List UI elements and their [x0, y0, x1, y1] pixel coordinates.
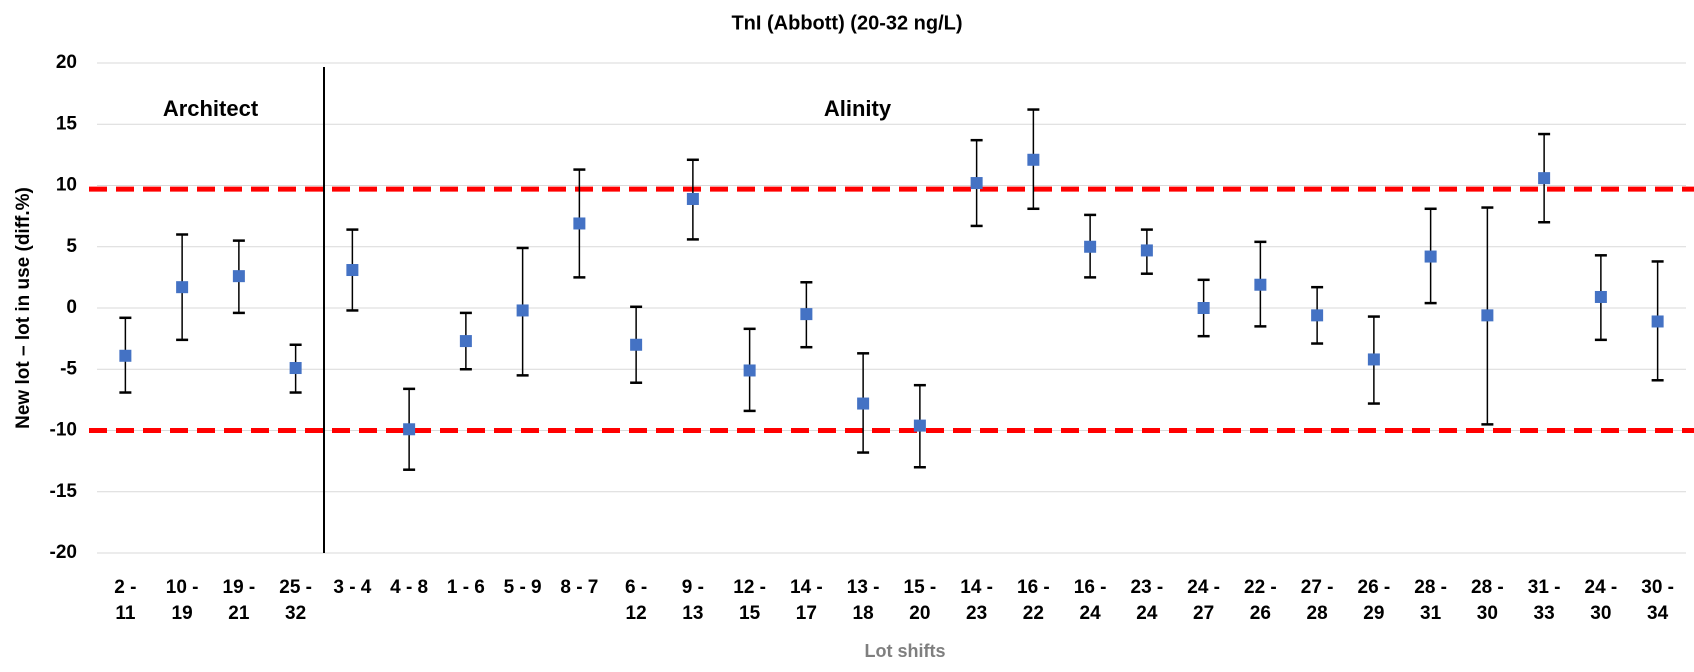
x-tick-label: 25 -32 — [279, 577, 312, 624]
marker — [1481, 309, 1494, 322]
marker — [1254, 278, 1267, 291]
x-tick-label: 23 -24 — [1131, 577, 1164, 624]
x-tick-label: 8 - 7 — [560, 577, 598, 598]
marker — [459, 335, 472, 348]
marker — [1367, 353, 1380, 366]
x-tick-label: 15 -20 — [904, 577, 937, 624]
marker — [857, 397, 870, 410]
x-tick-label: 2 -11 — [114, 577, 136, 624]
chart-title: TnI (Abbott) (20-32 ng/L) — [731, 12, 962, 34]
marker — [346, 264, 359, 277]
marker — [800, 308, 813, 321]
x-tick-label: 5 - 9 — [504, 577, 542, 598]
marker — [630, 338, 643, 351]
x-tick-label: 6 -12 — [625, 577, 647, 624]
x-tick-label: 22 -26 — [1244, 577, 1277, 624]
x-tick-label: 28 -30 — [1471, 577, 1504, 624]
marker — [176, 281, 189, 294]
x-tick-label: 16 -22 — [1017, 577, 1050, 624]
marker — [1084, 240, 1097, 253]
x-tick-label: 24 -27 — [1187, 577, 1220, 624]
y-tick-label: -5 — [60, 358, 77, 379]
marker — [1538, 172, 1551, 185]
marker — [1140, 244, 1153, 257]
x-tick-label: 28 -31 — [1414, 577, 1447, 624]
x-tick-label: 10 -19 — [166, 577, 199, 624]
x-tick-label: 14 -23 — [960, 577, 993, 624]
x-tick-label: 26 -29 — [1358, 577, 1391, 624]
y-tick-label: 10 — [56, 175, 77, 196]
marker — [1027, 153, 1040, 166]
x-tick-label: 9 -13 — [682, 577, 704, 624]
marker — [686, 192, 699, 205]
x-tick-label: 13 -18 — [847, 577, 880, 624]
x-tick-label: 16 -24 — [1074, 577, 1107, 624]
x-tick-label: 19 -21 — [223, 577, 256, 624]
x-tick-label: 27 -28 — [1301, 577, 1334, 624]
x-tick-label: 24 -30 — [1585, 577, 1618, 624]
x-tick-label: 30 -34 — [1641, 577, 1674, 624]
group-label: Architect — [163, 96, 259, 121]
marker — [1311, 309, 1324, 322]
group-label: Alinity — [824, 96, 892, 121]
x-tick-label: 14 -17 — [790, 577, 823, 624]
marker — [573, 217, 586, 230]
marker — [403, 423, 416, 436]
y-tick-label: 15 — [56, 113, 78, 134]
marker — [1594, 290, 1607, 303]
marker — [1424, 250, 1437, 263]
marker — [743, 364, 756, 377]
y-tick-label: 20 — [56, 52, 77, 73]
x-tick-label: 12 -15 — [733, 577, 766, 624]
marker — [232, 270, 245, 283]
marker — [1197, 302, 1210, 314]
x-tick-label: 4 - 8 — [390, 577, 428, 598]
marker — [289, 362, 302, 375]
x-tick-label: 1 - 6 — [447, 577, 485, 598]
x-tick-label: 3 - 4 — [333, 577, 371, 598]
marker — [913, 419, 926, 432]
marker — [119, 349, 132, 362]
y-tick-label: 5 — [66, 236, 77, 257]
marker — [516, 304, 529, 317]
y-tick-label: -10 — [50, 420, 77, 441]
y-tick-label: -15 — [50, 481, 78, 502]
y-axis-title: New lot – lot in use (diff.%) — [13, 187, 34, 429]
x-tick-label: 31 -33 — [1528, 577, 1561, 624]
marker — [1651, 315, 1664, 328]
marker — [970, 177, 983, 190]
y-tick-label: -20 — [50, 542, 77, 563]
y-tick-label: 0 — [66, 297, 77, 318]
x-axis-title: Lot shifts — [865, 641, 946, 661]
